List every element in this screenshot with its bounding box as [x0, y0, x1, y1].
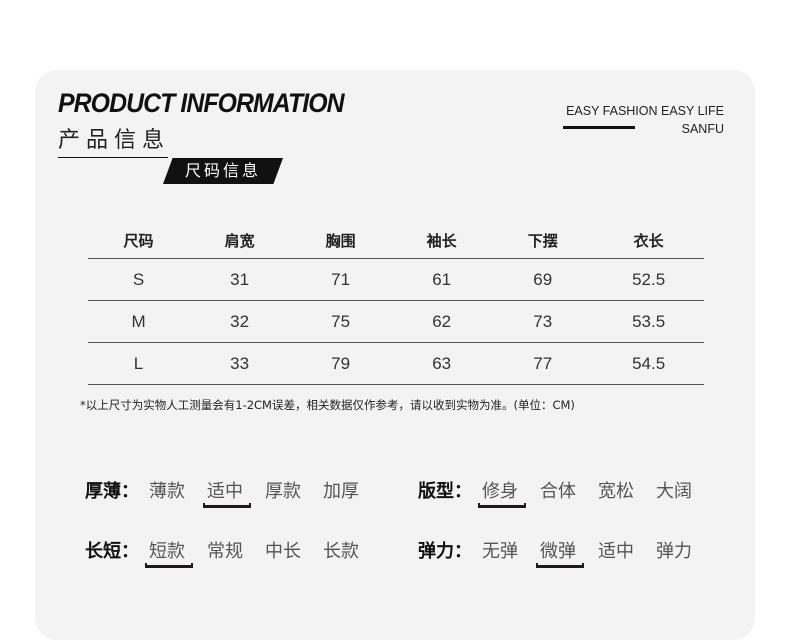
table-cell: 69: [492, 258, 594, 301]
table-row: S 31 71 61 69 52.5: [88, 258, 704, 301]
table-row: L 33 79 63 77 54.5: [88, 342, 704, 385]
attribute-option-selected: 微弹: [536, 537, 598, 568]
table-cell: 63: [391, 342, 493, 385]
column-header: 下摆: [492, 222, 594, 259]
title-en: PRODUCT INFORMATION: [58, 88, 345, 118]
attribute-option: 大阔: [656, 481, 692, 502]
column-header: 肩宽: [189, 222, 291, 259]
slogan: EASY FASHION EASY LIFE SANFU: [566, 102, 724, 138]
attribute-option: 无弹: [482, 541, 518, 562]
title-cn: 产品信息: [58, 128, 171, 153]
attribute-option: 常规: [207, 541, 243, 562]
table-cell: 71: [290, 258, 392, 301]
column-header: 胸围: [290, 222, 392, 259]
measurement-note: *以上尺寸为实物人工测量会有1-2CM误差，相关数据仅作参考，请以收到实物为准。…: [80, 398, 575, 412]
attribute-row: 版型： 修身 合体 宽松 大阔: [418, 477, 714, 508]
attribute-option: 中长: [265, 541, 301, 562]
attribute-option: 适中: [598, 541, 634, 562]
attribute-option-selected: 修身: [478, 477, 540, 508]
table-cell: 33: [189, 342, 291, 385]
table-cell: 62: [391, 300, 493, 343]
table-cell: 75: [290, 300, 392, 343]
table-cell: 32: [189, 300, 291, 343]
attribute-row: 厚薄： 薄款 适中 厚款 加厚: [85, 477, 381, 508]
table-cell: 77: [492, 342, 594, 385]
table-cell: 61: [391, 258, 493, 301]
attribute-label: 版型：: [418, 481, 472, 502]
table-cell: 73: [492, 300, 594, 343]
attribute-option-selected: 短款: [145, 537, 207, 568]
table-cell: S: [88, 258, 190, 301]
size-table: 尺码 肩宽 胸围 袖长 下摆 衣长 S 31 71 61 69 52.5 M 32 75 62 73 53.5 L…: [88, 222, 704, 385]
attribute-option: 薄款: [149, 481, 185, 502]
section-tag: 尺码信息: [163, 158, 283, 184]
divider: [58, 157, 168, 158]
attribute-row: 长短： 短款 常规 中长 长款: [85, 537, 381, 568]
attribute-option: 宽松: [598, 481, 634, 502]
column-header: 尺码: [88, 222, 190, 259]
slogan-line1: EASY FASHION EASY LIFE: [566, 104, 724, 118]
slogan-line2: SANFU: [681, 122, 724, 136]
table-row: M 32 75 62 73 53.5: [88, 300, 704, 343]
attribute-label: 弹力：: [418, 541, 472, 562]
attribute-option: 长款: [323, 541, 359, 562]
table-cell: M: [88, 300, 190, 343]
attribute-option: 弹力: [656, 541, 692, 562]
attribute-option: 合体: [540, 481, 576, 502]
attribute-row: 弹力： 无弹 微弹 适中 弹力: [418, 537, 714, 568]
slogan-bar: [563, 126, 635, 129]
table-cell: 53.5: [593, 300, 704, 343]
column-header: 袖长: [391, 222, 493, 259]
table-cell: 54.5: [593, 342, 704, 385]
table-cell: L: [88, 342, 190, 385]
attribute-option: 厚款: [265, 481, 301, 502]
column-header: 衣长: [593, 222, 704, 259]
table-cell: 31: [189, 258, 291, 301]
table-cell: 79: [290, 342, 392, 385]
table-cell: 52.5: [593, 258, 704, 301]
attribute-label: 厚薄：: [85, 481, 139, 502]
attribute-label: 长短：: [85, 541, 139, 562]
attribute-option: 加厚: [323, 481, 359, 502]
attribute-option-selected: 适中: [203, 477, 265, 508]
